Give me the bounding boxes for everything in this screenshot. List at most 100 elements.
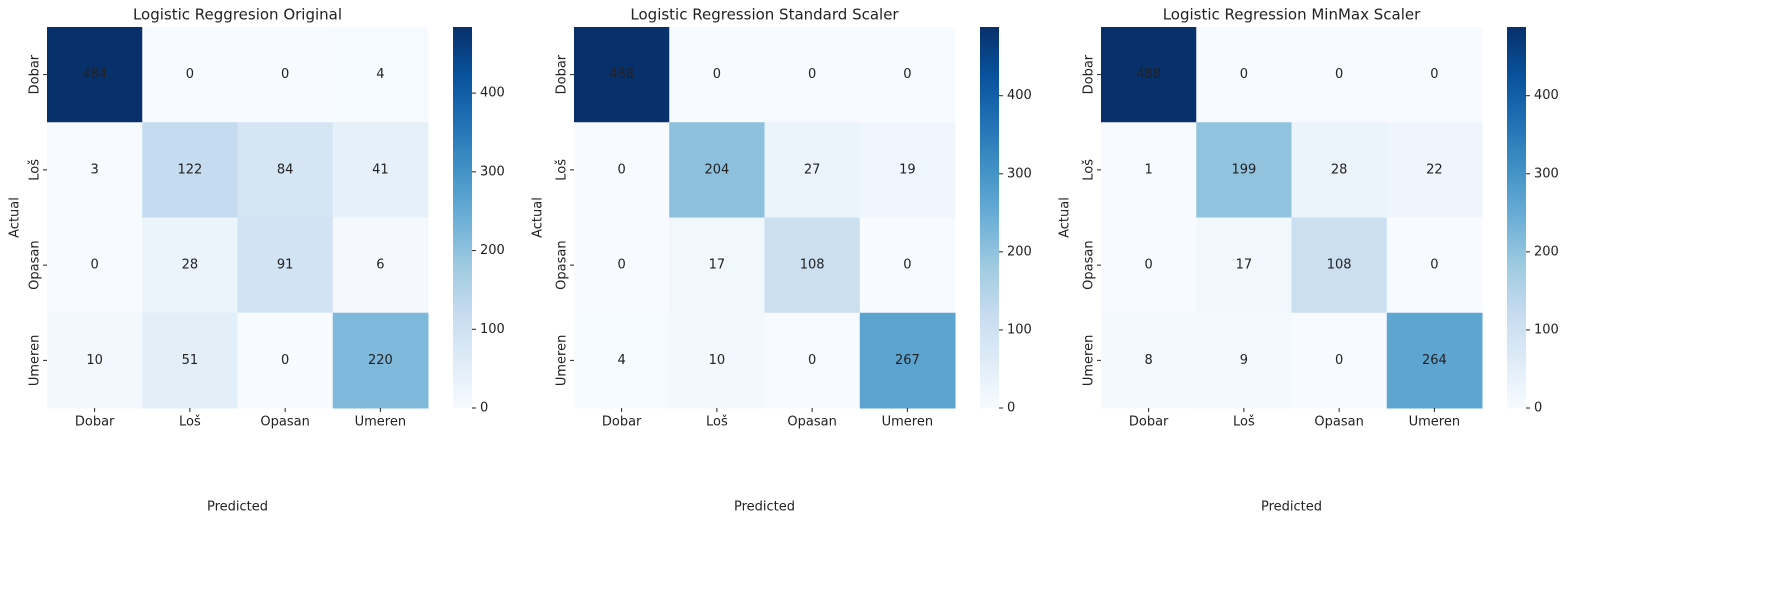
panel-3-cell-r0-c3 [1386, 27, 1483, 123]
panel-2-title: Logistic Regression Standard Scaler [630, 6, 899, 24]
panel-3-cell-r0-c2 [1291, 27, 1388, 123]
panel-1-x-tick-label-2: Opasan [260, 415, 309, 430]
panel-2-y-tick-label-0: Dobar [555, 54, 570, 94]
panel-2-cell-label-r3-c0: 4 [617, 353, 625, 368]
panel-1-y-axis-label: Actual [8, 197, 23, 238]
panel-1-colorbar-tick-label-2: 200 [480, 243, 505, 258]
panel-3-cell-r0-c1 [1196, 27, 1292, 123]
panel-1-cell-label-r1-c3: 41 [372, 162, 389, 177]
panel-2-cell-label-r3-c2: 0 [808, 353, 816, 368]
panel-1-colorbar-tick-label-4: 400 [480, 86, 505, 101]
panel-3-cell-label-r3-c3: 264 [1422, 353, 1447, 368]
panel-2-cell-label-r0-c1: 0 [713, 67, 721, 82]
panel-1-cell-r3-c2 [237, 312, 334, 409]
panel-1-cell-label-r2-c0: 0 [90, 258, 98, 273]
panel-2-cell-r2-c0 [574, 217, 670, 314]
panel-3-x-tick-label-2: Opasan [1314, 415, 1363, 430]
panel-1-cell-label-r2-c1: 28 [182, 258, 199, 273]
panel-1-colorbar-tick-label-1: 100 [480, 322, 505, 337]
panel-3-colorbar [1507, 27, 1526, 408]
panel-1-colorbar-tick-label-0: 0 [480, 401, 488, 416]
panel-2-cell-r1-c2 [764, 122, 861, 218]
panel-1-x-tick-label-1: Loš [179, 415, 201, 430]
panel-1-cell-label-r0-c0: 484 [82, 67, 107, 82]
panel-1-cell-label-r0-c3: 4 [376, 67, 384, 82]
panel-1-y-tick-label-1: Loš [28, 159, 43, 181]
panel-2-cell-label-r1-c2: 27 [804, 162, 821, 177]
panel-1-y-tick-label-3: Umeren [28, 335, 43, 386]
panel-3-y-tick-label-2: Opasan [1082, 240, 1097, 289]
panel-1-cell-label-r1-c2: 84 [277, 162, 294, 177]
panel-3-cell-label-r0-c0: 488 [1136, 67, 1161, 82]
panel-3-cell-r2-c3 [1386, 217, 1483, 314]
panel-3-y-tick-label-0: Dobar [1082, 54, 1097, 94]
panel-1-cell-label-r0-c1: 0 [186, 67, 194, 82]
panel-3-cell-label-r1-c2: 28 [1331, 162, 1348, 177]
panel-3-title: Logistic Regression MinMax Scaler [1163, 6, 1421, 24]
panel-1-cell-r0-c3 [332, 27, 429, 123]
panel-2-cell-label-r1-c1: 204 [704, 162, 729, 177]
panel-3-cell-label-r3-c0: 8 [1144, 353, 1152, 368]
panel-1-cell-r2-c1 [142, 217, 238, 314]
panel-3-cell-r3-c1 [1196, 312, 1292, 409]
panel-2-cell-r3-c2 [764, 312, 861, 409]
panel-3-y-tick-label-1: Loš [1082, 159, 1097, 181]
panel-2-cell-r3-c0 [574, 312, 670, 409]
panel-3-cell-r1-c0 [1101, 122, 1197, 218]
panel-1-cell-r3-c0 [47, 312, 143, 409]
panel-2-cell-label-r1-c3: 19 [899, 162, 916, 177]
panel-1-cell-label-r1-c0: 3 [90, 162, 98, 177]
panel-2-cell-label-r2-c3: 0 [903, 258, 911, 273]
panel-2-x-tick-label-1: Loš [706, 415, 728, 430]
panel-2-cell-r2-c1 [669, 217, 765, 314]
panel-2-x-tick-label-3: Umeren [882, 415, 933, 430]
panel-1-cell-label-r3-c3: 220 [368, 353, 393, 368]
panel-3-colorbar-tick-label-2: 200 [1534, 244, 1559, 259]
panel-2-cell-r0-c1 [669, 27, 765, 123]
panel-3-cell-r2-c0 [1101, 217, 1197, 314]
panel-3-cell-r2-c2 [1291, 217, 1388, 314]
panel-2-colorbar-tick-label-2: 200 [1007, 244, 1032, 259]
panel-1-cell-label-r3-c2: 0 [281, 353, 289, 368]
panel-3-cell-r0-c0 [1101, 27, 1197, 123]
panel-2-cell-label-r2-c0: 0 [617, 258, 625, 273]
panel-2-cell-r1-c3 [859, 122, 956, 218]
panel-3-cell-r3-c2 [1291, 312, 1388, 409]
panel-3-cell-label-r1-c0: 1 [1144, 162, 1152, 177]
panel-2-x-tick-label-0: Dobar [602, 415, 642, 430]
panel-3-y-axis-label: Actual [1058, 197, 1073, 238]
panel-2-y-tick-label-2: Opasan [555, 240, 570, 289]
panel-3-cell-label-r2-c3: 0 [1430, 258, 1438, 273]
panel-2-cell-r3-c1 [669, 312, 765, 409]
panel-2-cell-label-r0-c3: 0 [903, 67, 911, 82]
panel-1-cell-r2-c2 [237, 217, 334, 314]
panel-1-title: Logistic Reggresion Original [133, 6, 342, 24]
panel-1-cell-r1-c2 [237, 122, 334, 218]
panel-3-cell-label-r0-c1: 0 [1240, 67, 1248, 82]
panel-2-cell-label-r2-c1: 17 [709, 258, 726, 273]
panel-1-x-tick-label-0: Dobar [75, 415, 115, 430]
panel-2-cell-r1-c1 [669, 122, 765, 218]
panel-3-x-tick-label-3: Umeren [1409, 415, 1460, 430]
panel-1-y-tick-label-0: Dobar [28, 54, 43, 94]
panel-3-cell-r1-c1 [1196, 122, 1292, 218]
panel-2-cell-r3-c3 [859, 312, 956, 409]
panel-2-colorbar-tick-label-4: 400 [1007, 88, 1032, 103]
panel-1-cell-r2-c0 [47, 217, 143, 314]
panel-1-cell-label-r1-c1: 122 [177, 162, 202, 177]
panel-3-cell-label-r0-c2: 0 [1335, 67, 1343, 82]
panel-3-cell-label-r1-c1: 199 [1231, 162, 1256, 177]
panel-3-cell-label-r3-c2: 0 [1335, 353, 1343, 368]
panel-1-cell-r3-c3 [332, 312, 429, 409]
panel-2-cell-label-r3-c1: 10 [709, 353, 726, 368]
panel-2-cell-label-r0-c2: 0 [808, 67, 816, 82]
panel-3-x-tick-label-1: Loš [1233, 415, 1255, 430]
panel-1-cell-r1-c1 [142, 122, 238, 218]
panel-3-cell-label-r3-c1: 9 [1240, 353, 1248, 368]
panel-3-colorbar-tick-label-4: 400 [1534, 88, 1559, 103]
panel-2-cell-label-r0-c0: 488 [609, 67, 634, 82]
panel-2-cell-r0-c2 [764, 27, 861, 123]
panel-3-cell-r3-c0 [1101, 312, 1197, 409]
panel-2-cell-label-r3-c3: 267 [895, 353, 920, 368]
panel-1-cell-r0-c0 [47, 27, 143, 123]
